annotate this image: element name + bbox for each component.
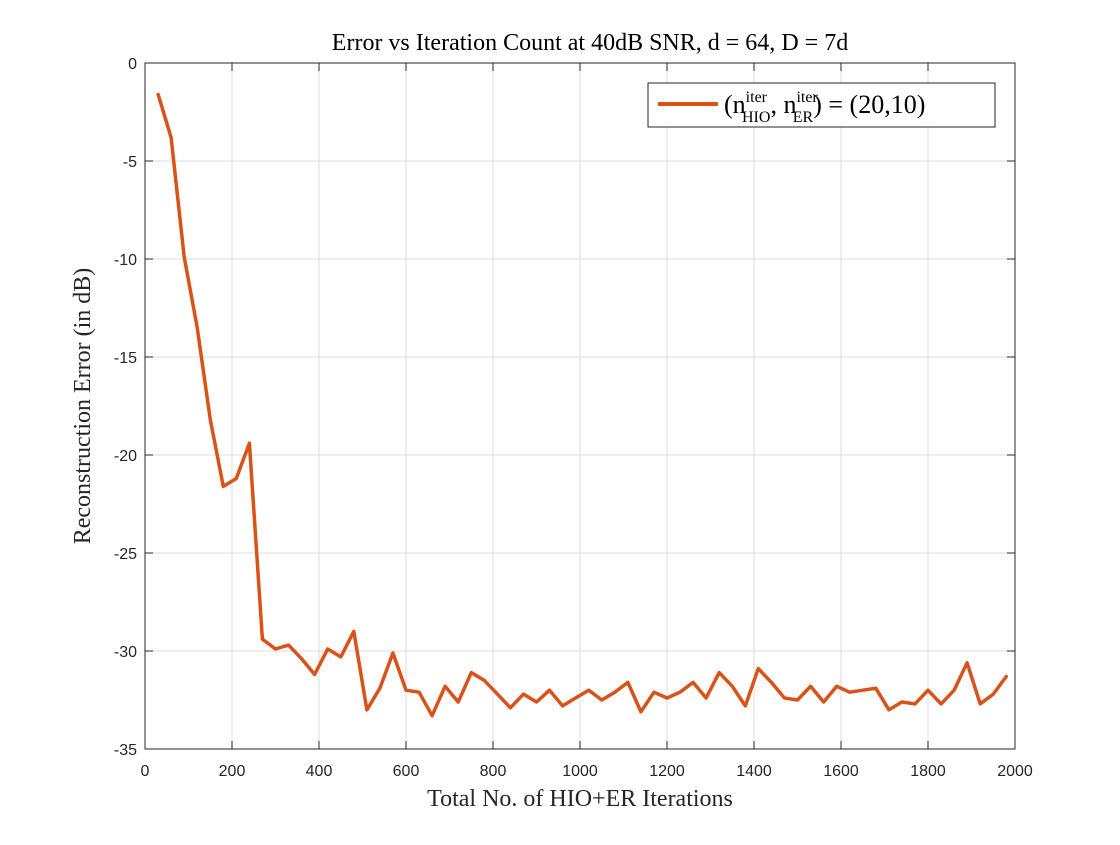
- x-tick-label: 200: [219, 763, 246, 780]
- x-tick-label: 800: [480, 763, 507, 780]
- x-axis-label: Total No. of HIO+ER Iterations: [427, 786, 733, 812]
- x-tick-label: 600: [393, 763, 420, 780]
- y-tick-label: -5: [123, 154, 137, 171]
- y-tick-label: -20: [114, 448, 137, 465]
- chart-title: Error vs Iteration Count at 40dB SNR, d …: [332, 30, 848, 56]
- x-tick-label: 1400: [736, 763, 772, 780]
- y-tick-label: 0: [128, 56, 137, 73]
- y-tick-labels: 0 -5 -10 -15 -20 -25 -30 -35: [114, 56, 137, 759]
- y-tick-label: -35: [114, 742, 137, 759]
- x-tick-label: 0: [141, 763, 150, 780]
- x-tick-label: 1600: [823, 763, 859, 780]
- x-tick-label: 1000: [562, 763, 598, 780]
- x-tick-label: 1800: [910, 763, 946, 780]
- x-tick-label: 2000: [997, 763, 1033, 780]
- x-tick-label: 400: [306, 763, 333, 780]
- x-tick-labels: 0 200 400 600 800 1000 1200 1400 1600 1800 2000: [141, 763, 1033, 780]
- y-tick-label: -30: [114, 644, 137, 661]
- y-axis-label: Reconstruction Error (in dB): [70, 268, 96, 545]
- y-tick-label: -15: [114, 350, 137, 367]
- y-tick-label: -10: [114, 252, 137, 269]
- y-tick-label: -25: [114, 546, 137, 563]
- x-tick-label: 1200: [649, 763, 685, 780]
